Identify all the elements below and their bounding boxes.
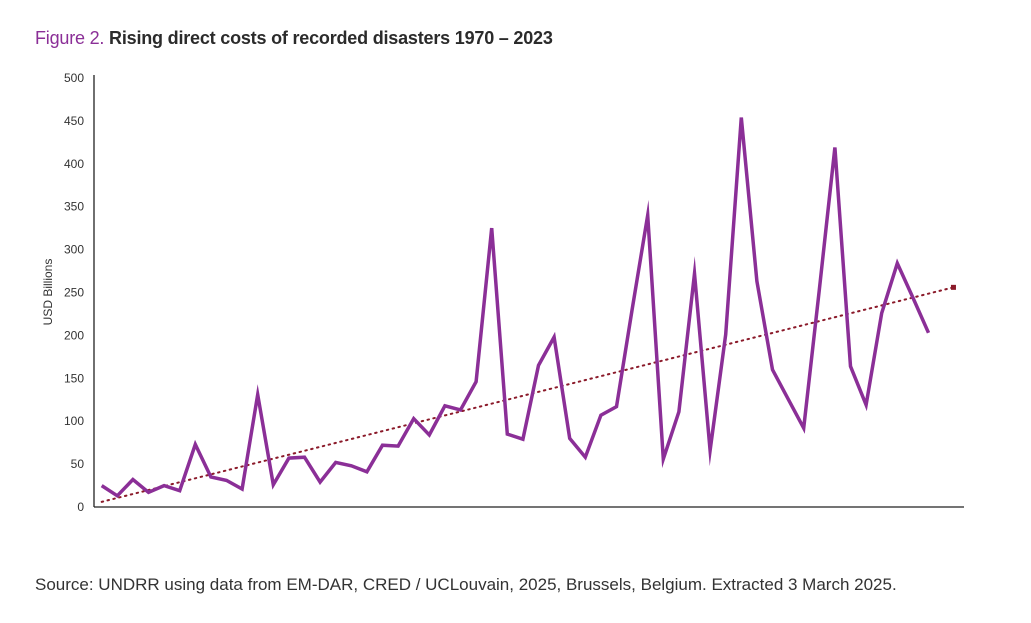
data-point-1981 <box>271 483 275 487</box>
data-point-1998 <box>537 363 541 367</box>
y-tick-label: 150 <box>64 371 84 385</box>
y-tick-label: 250 <box>64 286 84 300</box>
data-point-2009 <box>708 448 712 452</box>
data-point-2014 <box>786 397 790 401</box>
y-axis-title: USD Billions <box>41 259 55 326</box>
chart-title: Figure 2. Rising direct costs of recorde… <box>35 28 553 49</box>
data-point-1990 <box>412 417 416 421</box>
data-point-1971 <box>115 494 119 498</box>
y-tick-label: 450 <box>64 114 84 128</box>
data-point-2022 <box>911 296 915 300</box>
data-point-1989 <box>396 444 400 448</box>
data-point-2018 <box>849 364 853 368</box>
data-point-1987 <box>365 470 369 474</box>
data-point-1974 <box>162 484 166 488</box>
trendline <box>100 284 956 503</box>
data-point-1984 <box>318 480 322 484</box>
series-line <box>100 117 931 499</box>
series-line-group <box>100 115 931 499</box>
data-point-2016 <box>817 288 821 292</box>
data-point-2017 <box>833 145 837 149</box>
data-point-1995 <box>490 226 494 230</box>
data-point-1976 <box>193 442 197 446</box>
data-point-2013 <box>771 368 775 372</box>
data-point-1988 <box>381 443 385 447</box>
data-point-1983 <box>303 455 307 459</box>
y-tick-label: 50 <box>71 457 85 471</box>
data-point-2000 <box>568 436 572 440</box>
data-point-1997 <box>521 437 525 441</box>
data-point-2005 <box>646 213 650 217</box>
y-tick-label: 400 <box>64 157 84 171</box>
data-point-2020 <box>880 311 884 315</box>
data-point-2008 <box>693 272 697 276</box>
data-point-1973 <box>147 490 151 494</box>
data-point-1975 <box>178 489 182 493</box>
data-point-1993 <box>459 408 463 412</box>
data-point-1994 <box>474 380 478 384</box>
y-tick-label: 200 <box>64 328 84 342</box>
data-point-1977 <box>209 475 213 479</box>
data-point-2023 <box>927 331 931 335</box>
y-axis: 0 50 100 150 200 250 300 350 400 450 500 USD Billi… <box>41 71 95 514</box>
data-point-2011 <box>739 115 743 119</box>
data-point-1979 <box>240 487 244 491</box>
trendline-path <box>100 286 955 503</box>
data-point-1986 <box>349 464 353 468</box>
y-tick-label: 100 <box>64 414 84 428</box>
y-tick-label: 300 <box>64 243 84 257</box>
figure-title: Rising direct costs of recorded disaster… <box>109 28 553 48</box>
y-tick-label: 0 <box>77 500 84 514</box>
data-point-1970 <box>100 484 104 488</box>
data-point-2019 <box>864 403 868 407</box>
data-point-1992 <box>443 404 447 408</box>
trendline-end-marker <box>950 284 956 290</box>
data-point-2010 <box>724 333 728 337</box>
data-point-2007 <box>677 410 681 414</box>
data-point-2006 <box>661 457 665 461</box>
figure-label: Figure 2. <box>35 28 105 48</box>
y-tick-label: 350 <box>64 200 84 214</box>
data-point-1982 <box>287 456 291 460</box>
data-point-2002 <box>599 413 603 417</box>
data-point-2015 <box>802 426 806 430</box>
data-point-1996 <box>505 432 509 436</box>
source-note: Source: UNDRR using data from EM-DAR, CR… <box>35 575 897 594</box>
data-point-2001 <box>583 455 587 459</box>
data-point-1985 <box>334 460 338 464</box>
y-tick-labels: 0 50 100 150 200 250 300 350 400 450 500 <box>64 71 84 514</box>
data-point-2021 <box>895 261 899 265</box>
data-point-1978 <box>225 478 229 482</box>
data-point-1999 <box>552 335 556 339</box>
data-point-1980 <box>256 393 260 397</box>
y-tick-label: 500 <box>64 71 84 85</box>
data-point-2003 <box>615 405 619 409</box>
data-point-1972 <box>131 478 135 482</box>
data-point-2004 <box>630 308 634 312</box>
data-point-1991 <box>427 433 431 437</box>
data-point-2012 <box>755 279 759 283</box>
